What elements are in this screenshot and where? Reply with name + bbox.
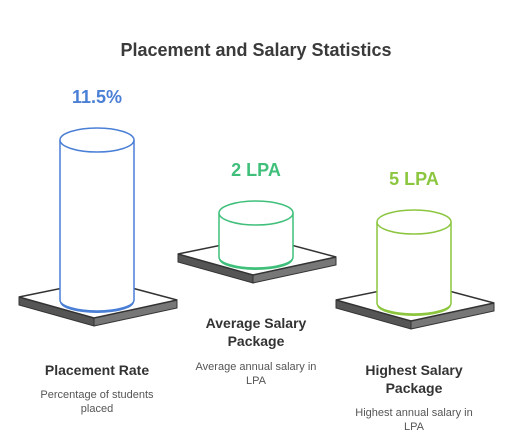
value-label: 2 LPA <box>231 160 281 180</box>
item-name: Highest Salary Package <box>365 362 463 396</box>
pedestal-2 <box>177 200 337 284</box>
value-label: 5 LPA <box>389 169 439 189</box>
item-name: Placement Rate <box>44 362 150 378</box>
pedestal-3 <box>335 209 495 330</box>
value-label: 11.5% <box>71 87 123 107</box>
item-description: Percentage of students placed <box>40 389 154 415</box>
item-name: Average Salary Package <box>205 315 307 349</box>
pedestal-1 <box>18 127 178 327</box>
item-description: Highest annual salary in LPA <box>355 407 473 433</box>
item-description: Average annual salary in LPA <box>195 361 317 387</box>
title: Placement and Salary Statistics <box>120 40 392 60</box>
